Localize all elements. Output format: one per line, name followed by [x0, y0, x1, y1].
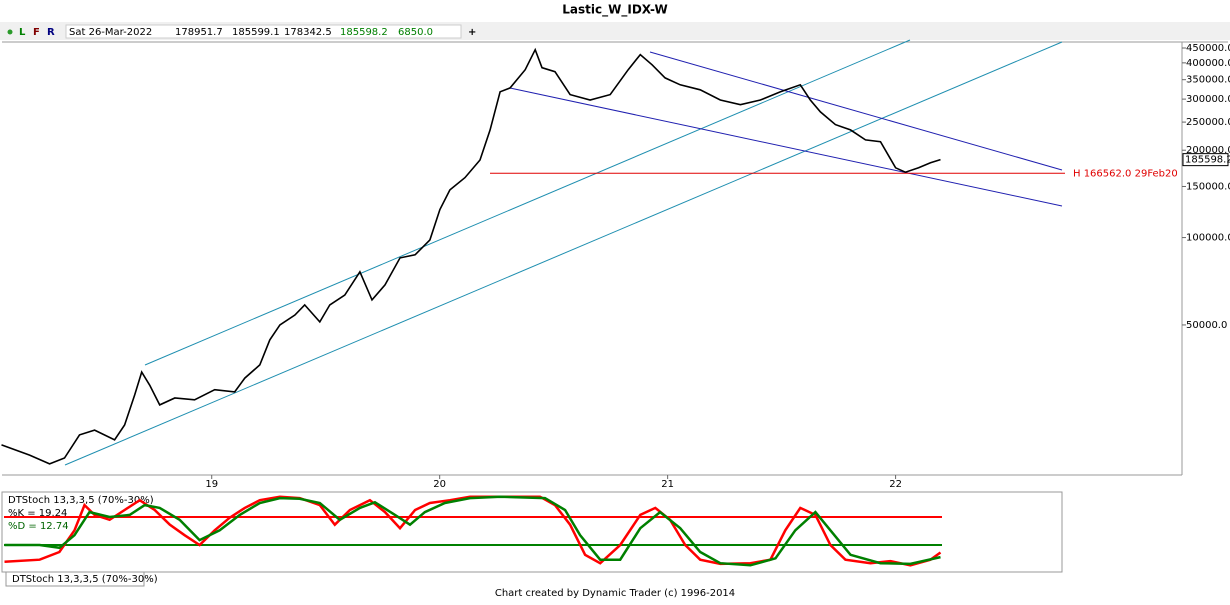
- toolbar-button[interactable]: F: [33, 27, 40, 38]
- x-tick-label: 22: [889, 479, 902, 490]
- stoch-title: DTStoch 13,3,3,5 (70%-30%): [8, 495, 154, 506]
- status-dot: [7, 29, 13, 35]
- y-tick-label: 250000.0: [1186, 117, 1230, 128]
- y-tick-label: 200000.0: [1186, 145, 1230, 156]
- price-line: [1, 47, 941, 465]
- stoch-line: [4, 495, 942, 567]
- quote-open: 178951.7: [175, 27, 223, 38]
- toolbar-button[interactable]: R: [47, 27, 55, 38]
- y-tick-label: 400000.0: [1186, 58, 1230, 69]
- last-price-box: [1182, 153, 1229, 167]
- legend-k: %K = 19.24: [8, 508, 67, 519]
- channel-line: [64, 41, 1063, 466]
- annotation-label: H 166562.0 29Feb20: [1073, 168, 1178, 179]
- legend-d: %D = 12.74: [8, 521, 69, 532]
- x-tick-label: 19: [205, 479, 218, 490]
- add-button[interactable]: +: [468, 27, 476, 38]
- tab[interactable]: [5, 571, 145, 587]
- y-tick-label: 350000.0: [1186, 75, 1230, 86]
- quote-low: 178342.5: [284, 27, 332, 38]
- quote-range: 6850.0: [398, 27, 433, 38]
- x-tick-label: 21: [661, 479, 674, 490]
- y-tick-label: 150000.0: [1186, 181, 1230, 192]
- footer: Chart created by Dynamic Trader (c) 1996…: [495, 588, 735, 599]
- y-tick-label: 50000.0: [1186, 320, 1227, 331]
- y-tick-label: 450000.0: [1186, 43, 1230, 54]
- quote-high: 185599.1: [232, 27, 280, 38]
- stoch-line: [4, 495, 941, 567]
- quote-close: 185598.2: [340, 27, 388, 38]
- toolbar-button[interactable]: L: [19, 27, 26, 38]
- quote-date: Sat 26-Mar-2022: [69, 27, 152, 38]
- channel-line: [509, 87, 1063, 207]
- last-price: 185598.2: [1185, 155, 1230, 166]
- quote-box: [65, 24, 462, 39]
- stoch-panel: [1, 491, 1063, 573]
- tab-label[interactable]: DTStoch 13,3,3,5 (70%-30%): [12, 574, 158, 585]
- channel-line: [144, 39, 911, 366]
- channel-line: [649, 51, 1063, 171]
- y-tick-label: 100000.0: [1186, 233, 1230, 244]
- y-tick-label: 300000.0: [1186, 94, 1230, 105]
- x-tick-label: 20: [433, 479, 446, 490]
- window-title: Lastic_W_IDX-W: [562, 3, 667, 18]
